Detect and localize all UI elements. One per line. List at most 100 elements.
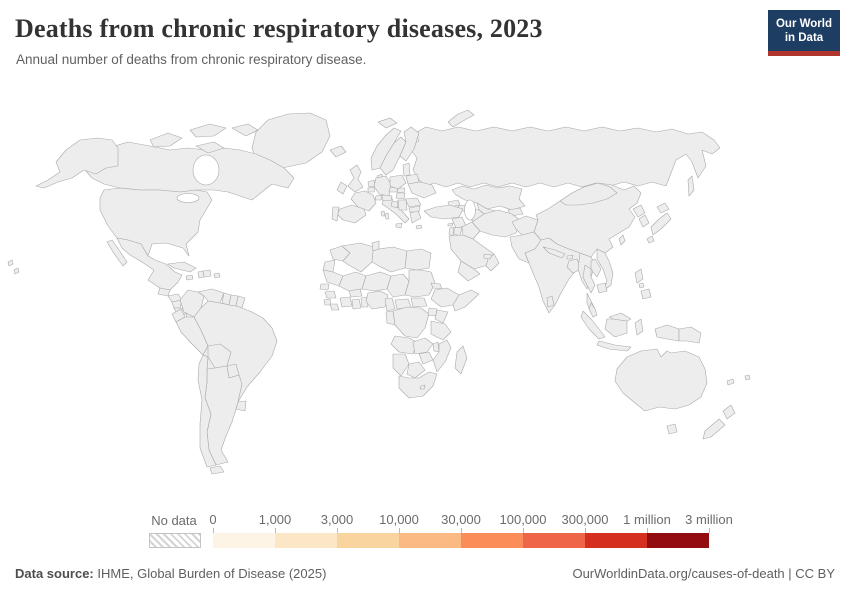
country-japan-honshu[interactable] — [650, 212, 672, 236]
country-south-korea[interactable] — [638, 214, 650, 228]
country-greece[interactable] — [409, 210, 422, 224]
country-russia-novaya-zemlya[interactable] — [447, 109, 475, 128]
country-mexico[interactable] — [116, 237, 183, 291]
country-austria[interactable] — [381, 194, 393, 202]
country-serbia[interactable] — [397, 199, 408, 211]
country-norway-svalbard[interactable] — [377, 117, 398, 129]
country-algeria[interactable] — [341, 242, 375, 273]
country-south-sudan[interactable] — [410, 297, 428, 308]
country-papua-new-guinea[interactable] — [678, 326, 702, 344]
country-italy-sardinia[interactable] — [384, 212, 390, 220]
footer-link[interactable]: OurWorldinData.org/causes-of-death | CC … — [572, 566, 835, 581]
country-nepal[interactable] — [542, 246, 566, 259]
country-niger[interactable] — [361, 271, 392, 292]
country-libya[interactable] — [371, 246, 408, 273]
country-canada-island-1[interactable] — [149, 132, 183, 148]
country-romania[interactable] — [404, 197, 422, 208]
country-malaysia-borneo[interactable] — [608, 312, 632, 322]
country-jordan[interactable] — [453, 226, 463, 237]
country-drc[interactable] — [392, 306, 430, 339]
country-jamaica[interactable] — [185, 274, 194, 281]
country-burkina-faso[interactable] — [348, 288, 363, 298]
country-indonesia-sulawesi[interactable] — [634, 318, 644, 336]
country-ukraine[interactable] — [407, 181, 437, 199]
country-cuba[interactable] — [167, 261, 197, 273]
country-usa-hawaii-1[interactable] — [7, 259, 14, 267]
country-indonesia-java[interactable] — [596, 340, 632, 352]
country-zambia[interactable] — [412, 337, 434, 355]
country-taiwan[interactable] — [618, 234, 626, 246]
legend-segment[interactable] — [523, 533, 585, 548]
country-italy[interactable] — [381, 195, 410, 224]
country-philippines-luzon[interactable] — [634, 268, 644, 284]
country-south-africa[interactable] — [398, 371, 438, 399]
country-belgium[interactable] — [367, 186, 376, 193]
country-greenland[interactable] — [251, 112, 331, 169]
country-bhutan[interactable] — [566, 254, 574, 260]
country-cambodia[interactable] — [596, 282, 608, 294]
country-chile-tierra-del-fuego[interactable] — [209, 465, 225, 475]
country-australia-tasmania[interactable] — [666, 423, 678, 435]
country-cyprus[interactable] — [447, 222, 454, 227]
legend-no-data-swatch[interactable] — [149, 533, 201, 548]
country-fiji[interactable] — [744, 374, 751, 381]
country-senegal[interactable] — [319, 283, 330, 291]
country-puerto-rico[interactable] — [213, 272, 221, 279]
country-turkey[interactable] — [423, 204, 464, 220]
country-north-korea[interactable] — [632, 204, 646, 218]
country-guinea[interactable] — [324, 290, 337, 299]
country-new-caledonia[interactable] — [726, 378, 735, 386]
country-vietnam[interactable] — [596, 248, 614, 292]
country-japan-hokkaido[interactable] — [656, 202, 670, 214]
country-greece-crete[interactable] — [415, 224, 423, 230]
country-tanzania[interactable] — [430, 320, 452, 341]
country-malaysia[interactable] — [588, 302, 598, 318]
country-indonesia-papua[interactable] — [654, 324, 680, 342]
country-usa[interactable] — [99, 187, 213, 257]
country-baltic-states[interactable] — [402, 162, 411, 177]
country-mozambique[interactable] — [432, 339, 452, 373]
country-somalia[interactable] — [452, 289, 480, 312]
country-ireland[interactable] — [336, 181, 348, 195]
legend-segment[interactable] — [213, 533, 275, 548]
country-sri-lanka[interactable] — [546, 295, 555, 308]
country-chile[interactable] — [197, 354, 217, 468]
country-brazil[interactable] — [193, 300, 278, 411]
legend-segment[interactable] — [461, 533, 523, 548]
country-angola[interactable] — [390, 335, 418, 355]
country-usa-hawaii-2[interactable] — [13, 267, 20, 275]
legend-segment[interactable] — [647, 533, 709, 548]
country-sudan[interactable] — [404, 269, 436, 298]
country-nigeria[interactable] — [365, 290, 389, 310]
country-malawi[interactable] — [432, 341, 440, 353]
country-ghana[interactable] — [351, 298, 362, 310]
country-philippines-visayas[interactable] — [638, 282, 645, 289]
country-finland[interactable] — [399, 126, 420, 162]
country-japan-kyushu[interactable] — [646, 235, 655, 244]
country-uae[interactable] — [483, 253, 493, 260]
country-dominican-republic[interactable] — [202, 269, 212, 278]
country-philippines-mindanao[interactable] — [640, 288, 652, 300]
country-usa-alaska[interactable] — [35, 137, 119, 189]
country-italy-sicily[interactable] — [395, 222, 403, 229]
country-liberia[interactable] — [329, 303, 340, 311]
legend-segment[interactable] — [585, 533, 647, 548]
country-namibia[interactable] — [392, 353, 410, 377]
country-hungary[interactable] — [395, 192, 406, 200]
country-indonesia-kalimantan[interactable] — [604, 318, 628, 338]
country-indonesia-sumatra[interactable] — [580, 310, 606, 340]
country-portugal[interactable] — [331, 206, 340, 222]
country-bangladesh[interactable] — [566, 258, 582, 274]
country-bulgaria[interactable] — [408, 205, 421, 213]
country-kenya[interactable] — [434, 309, 449, 324]
country-laos[interactable] — [590, 258, 602, 278]
country-mongolia[interactable] — [559, 182, 618, 206]
country-poland[interactable] — [389, 174, 407, 190]
country-switzerland[interactable] — [374, 194, 383, 201]
country-cameroon[interactable] — [384, 297, 396, 312]
country-mexico-baja[interactable] — [106, 239, 128, 267]
country-egypt[interactable] — [404, 248, 432, 271]
country-yemen[interactable] — [457, 260, 481, 282]
country-russia[interactable] — [403, 126, 721, 188]
country-lesotho[interactable] — [419, 384, 426, 390]
